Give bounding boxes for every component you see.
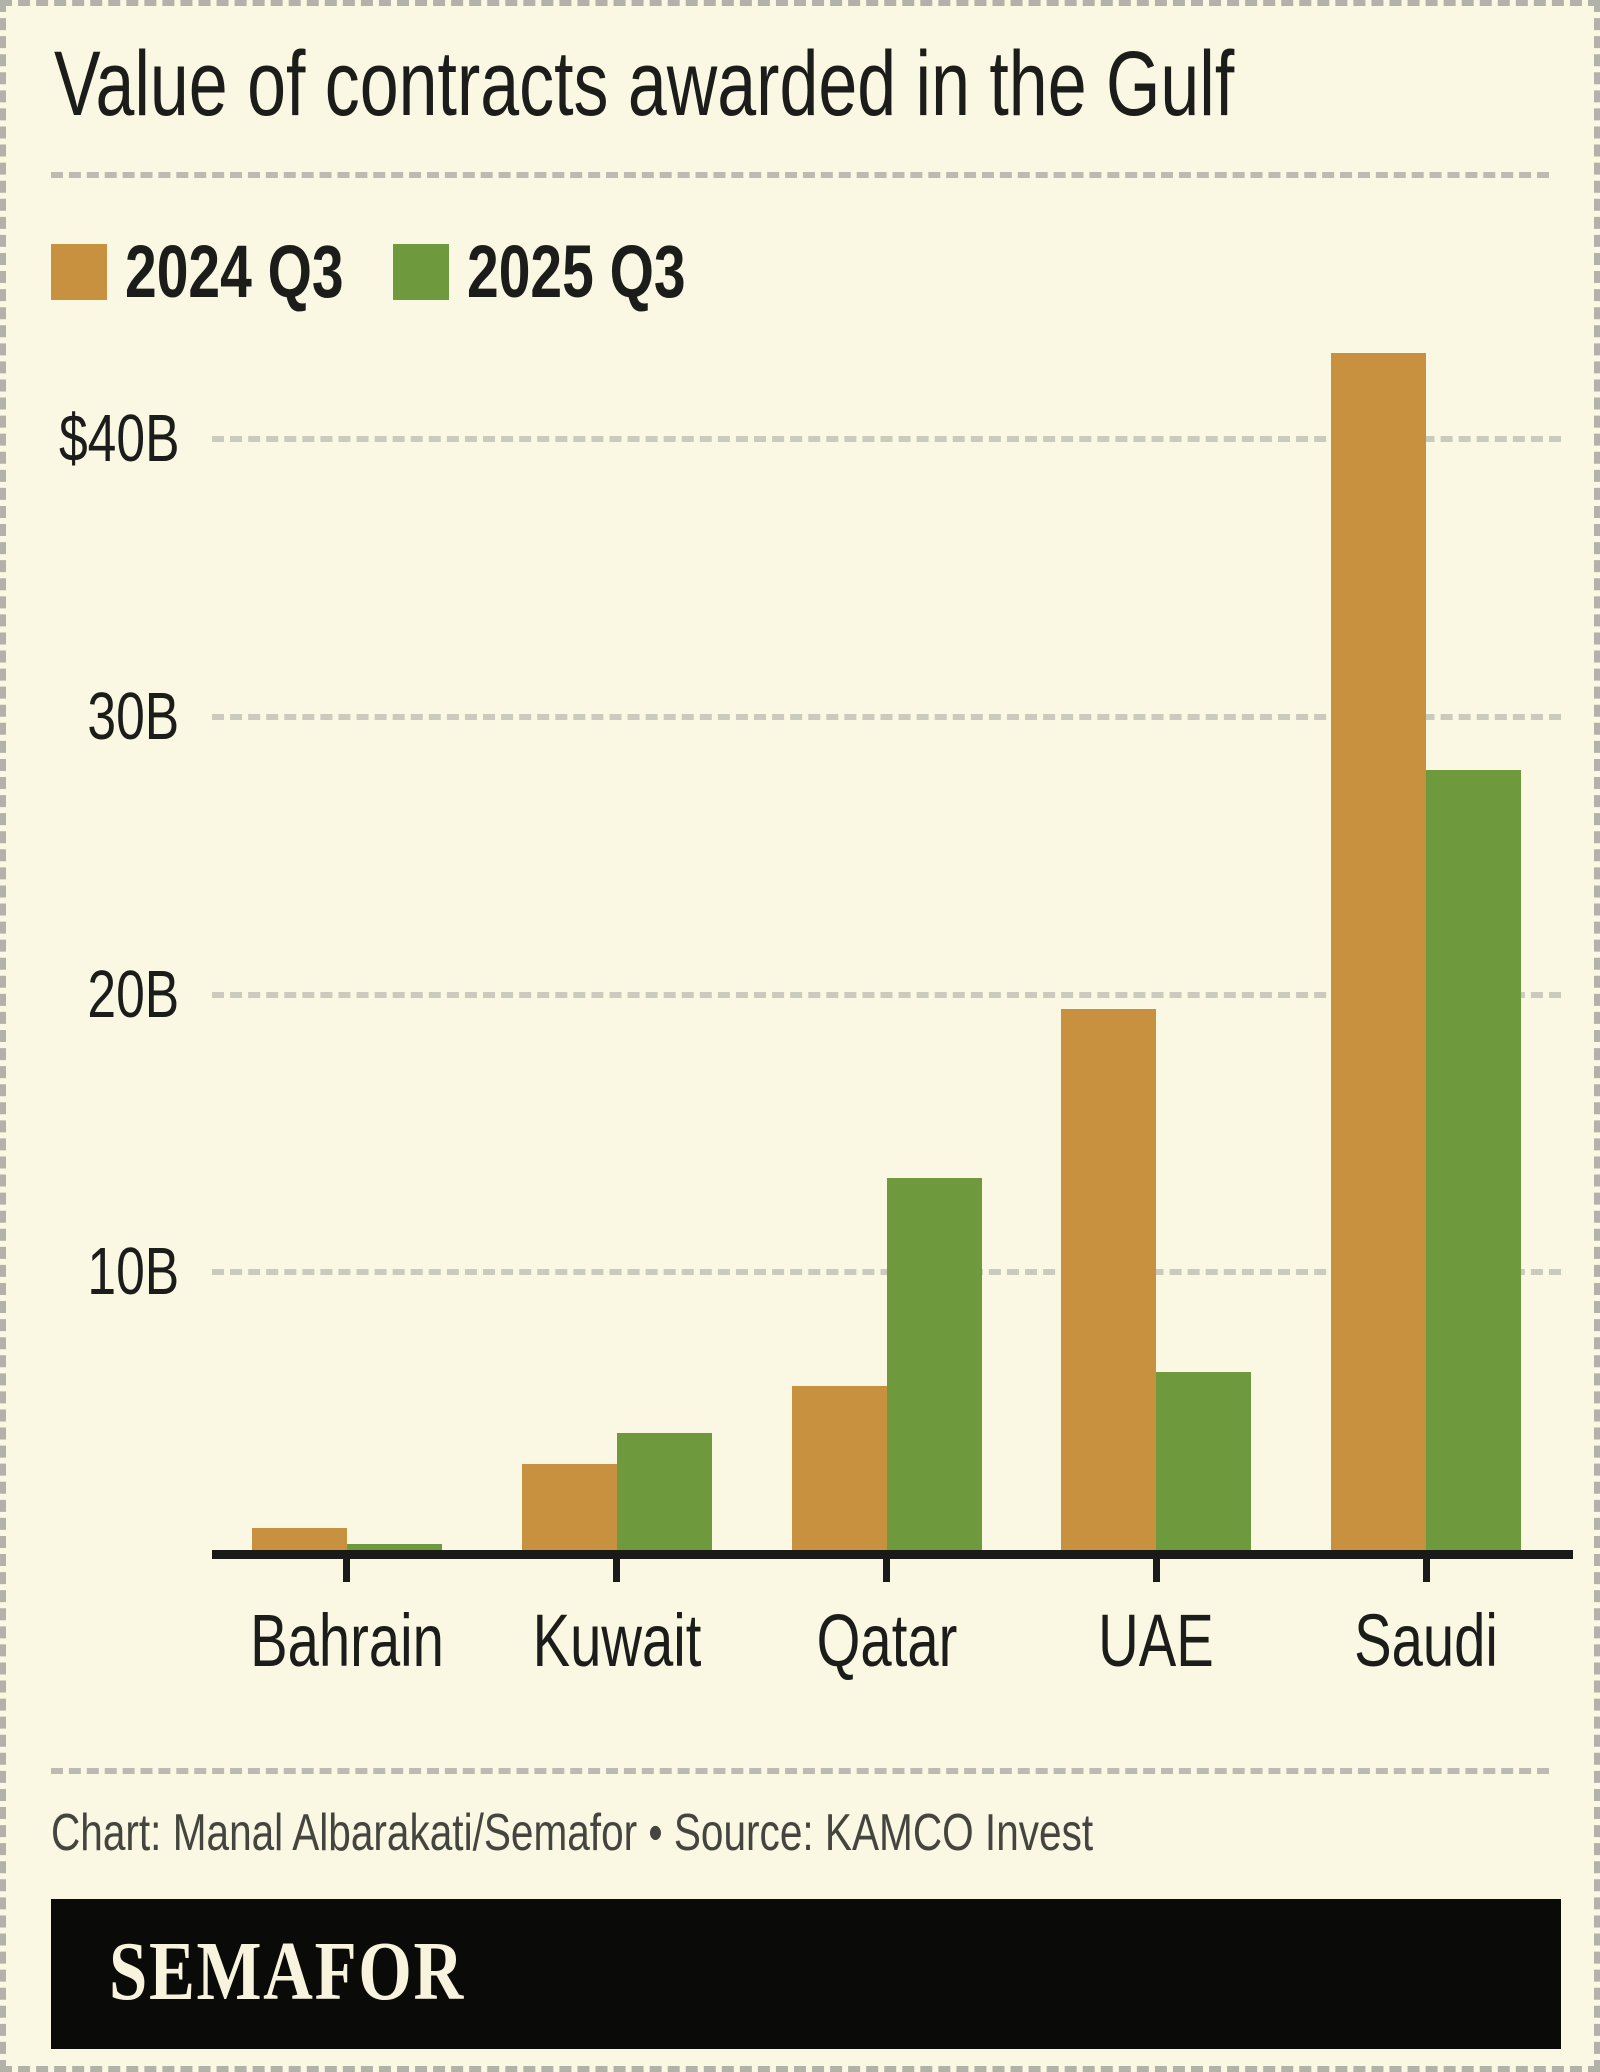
legend-swatch-2025	[393, 244, 449, 300]
legend-item: 2024 Q3	[51, 230, 351, 313]
gridline	[212, 436, 1561, 443]
legend-label: 2025 Q3	[467, 230, 686, 313]
bar-2025-Q3	[347, 1544, 442, 1550]
bar-2024-Q3	[1061, 1008, 1156, 1550]
credit-line: Chart: Manal Albarakati/Semafor • Source…	[51, 1804, 1094, 1862]
y-axis-label: 20B	[87, 957, 179, 1032]
bar-group	[792, 306, 982, 1550]
y-axis-label: 10B	[87, 1234, 179, 1309]
top-separator	[51, 172, 1549, 178]
bar-2024-Q3	[252, 1527, 347, 1550]
category-label: UAE	[1098, 1599, 1214, 1682]
y-axis-label: 30B	[87, 679, 179, 754]
x-tick-mark	[1423, 1559, 1430, 1582]
bar-2025-Q3	[617, 1433, 712, 1550]
legend-swatch-2024	[51, 244, 107, 300]
y-axis-label: $40B	[58, 401, 179, 476]
semafor-logo: SEMAFOR	[109, 1925, 465, 2018]
legend-label: 2024 Q3	[125, 230, 344, 313]
gridline	[212, 1269, 1561, 1276]
category-label: Bahrain	[250, 1599, 444, 1682]
plot-area	[212, 306, 1561, 1550]
x-tick-mark	[1153, 1559, 1160, 1582]
gridline	[212, 991, 1561, 998]
x-tick-mark	[343, 1559, 350, 1582]
bar-group	[1331, 306, 1521, 1550]
bar-2024-Q3	[522, 1463, 617, 1550]
category-label: Kuwait	[532, 1599, 702, 1682]
bar-group	[252, 306, 442, 1550]
legend: 2024 Q3 2025 Q3	[51, 230, 735, 313]
category-label: Qatar	[816, 1599, 958, 1682]
bar-2025-Q3	[1426, 769, 1521, 1550]
legend-item: 2025 Q3	[393, 230, 693, 313]
bar-group	[1061, 306, 1251, 1550]
bottom-separator	[51, 1768, 1549, 1774]
bar-2025-Q3	[887, 1177, 982, 1550]
chart-title: Value of contracts awarded in the Gulf	[54, 33, 1235, 135]
bar-2025-Q3	[1156, 1372, 1251, 1550]
gridline	[212, 713, 1561, 720]
semafor-banner: SEMAFOR	[51, 1899, 1561, 2049]
bar-2024-Q3	[792, 1386, 887, 1550]
bar-group	[522, 306, 712, 1550]
x-tick-mark	[613, 1559, 620, 1582]
x-axis-line	[212, 1550, 1573, 1559]
category-label: Saudi	[1354, 1599, 1498, 1682]
bar-2024-Q3	[1331, 353, 1426, 1550]
x-tick-mark	[883, 1559, 890, 1582]
